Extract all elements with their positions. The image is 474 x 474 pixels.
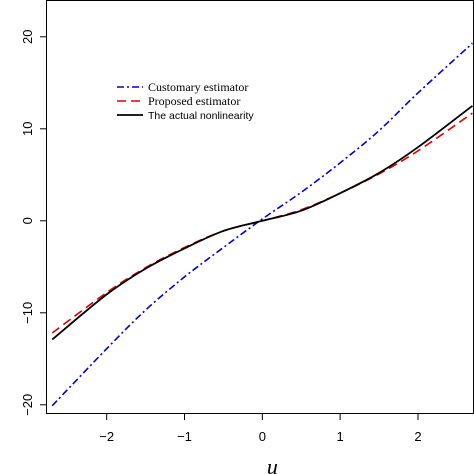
legend-label: Proposed estimator — [148, 94, 240, 108]
x-tick-label: −2 — [99, 429, 114, 444]
plot-frame — [46, 0, 474, 414]
y-tick-label: 0 — [20, 217, 35, 224]
y-tick-label: −10 — [20, 302, 35, 324]
x-tick-label: 1 — [337, 429, 344, 444]
x-tick-label: 2 — [414, 429, 421, 444]
series-line-the-actual-nonlinearity — [51, 105, 473, 341]
y-tick-label: −20 — [20, 394, 35, 416]
legend-label: The actual nonlinearity — [148, 110, 254, 122]
x-axis-title: u — [267, 454, 278, 474]
x-tick-label: −1 — [177, 429, 192, 444]
y-tick-label: 10 — [20, 122, 35, 136]
y-tick-label: 20 — [20, 30, 35, 44]
x-tick-label: 0 — [259, 429, 266, 444]
legend-label: Customary estimator — [148, 80, 248, 94]
series-line-proposed-estimator — [51, 112, 473, 334]
series-line-customary-estimator — [51, 42, 473, 407]
